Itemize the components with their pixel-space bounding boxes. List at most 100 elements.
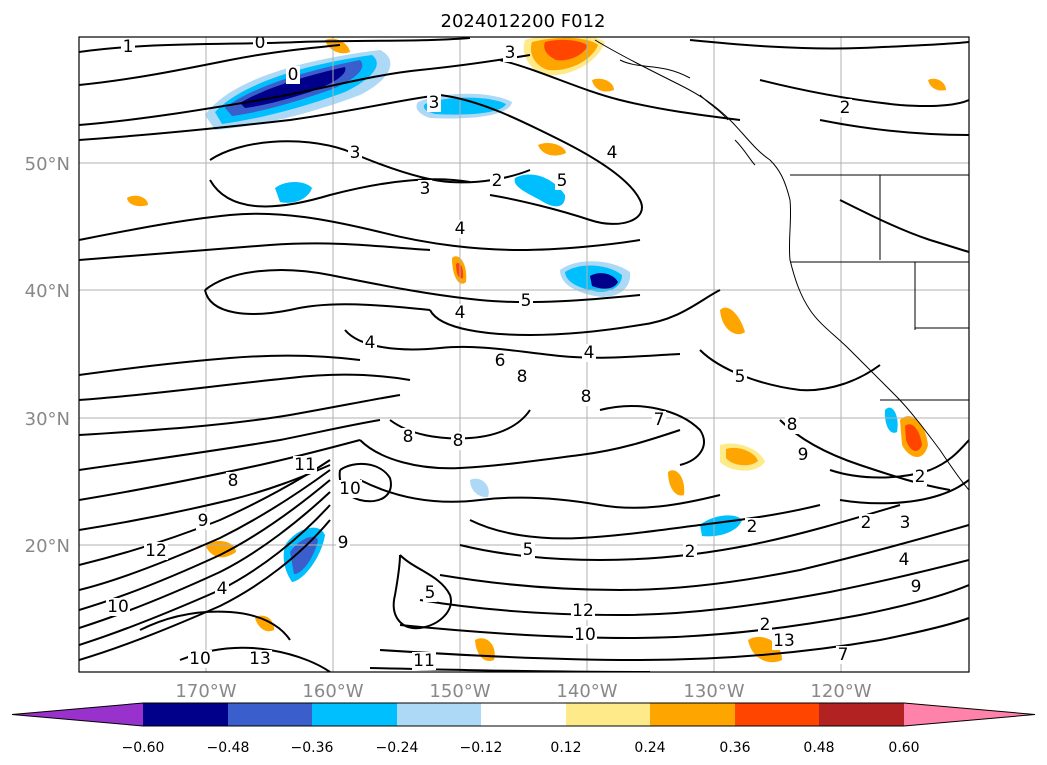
- contour-label: 11: [294, 455, 316, 475]
- contour-label: 10: [574, 625, 596, 645]
- contour-label-knockout: [515, 368, 529, 386]
- contour-label-knockout: [293, 456, 317, 474]
- colorbar-tick-label: 0.36: [719, 740, 750, 756]
- contour-label-knockout: [521, 541, 535, 559]
- contour-label: 9: [338, 533, 349, 553]
- colorbar-swatch: [904, 703, 1035, 726]
- lat-label: 40°N: [25, 281, 70, 302]
- contour-label: 11: [413, 651, 435, 671]
- contour-label-knockout: [427, 94, 441, 112]
- contour-label: 2: [760, 615, 771, 635]
- contour-label: 7: [838, 645, 849, 665]
- contour-label-knockout: [412, 652, 436, 670]
- colorbar-tick-label: 0.60: [888, 740, 919, 756]
- contour-label-knockout: [579, 388, 593, 406]
- contour-label: 3: [900, 513, 911, 533]
- contour-label-knockout: [913, 468, 927, 486]
- colorbar: −0.60 −0.48 −0.36 −0.24 −0.12 0.12 0.24 …: [11, 702, 1036, 756]
- contour-label: 1: [123, 37, 134, 57]
- contour-label: 10: [339, 479, 361, 499]
- contour-label-knockout: [796, 446, 810, 464]
- contour-label: 13: [773, 631, 795, 651]
- colorbar-tick-label: −0.48: [207, 740, 250, 756]
- contour-label: 4: [455, 303, 466, 323]
- contour-label-knockout: [121, 38, 135, 56]
- contour-label-knockout: [605, 144, 619, 162]
- contour-label-knockout: [897, 551, 911, 569]
- contour-label: 12: [572, 601, 594, 621]
- contour-label: 8: [787, 415, 798, 435]
- contour-label-knockout: [838, 99, 852, 117]
- contour-label-knockout: [859, 514, 873, 532]
- contour-label: 6: [495, 351, 506, 371]
- contour-label-knockout: [683, 543, 697, 561]
- contour-label: 8: [581, 387, 592, 407]
- contour-label-knockout: [582, 344, 596, 362]
- lat-label: 30°N: [25, 409, 70, 430]
- contour-label: 2: [685, 542, 696, 562]
- colorbar-tick-label: −0.24: [376, 740, 419, 756]
- coastlines: [594, 39, 969, 491]
- contour-label-knockout: [106, 598, 130, 616]
- contour-label: 4: [365, 333, 376, 353]
- contour-label: 8: [228, 471, 239, 491]
- colorbar-tick-label: −0.60: [122, 740, 165, 756]
- contour-label: 4: [217, 579, 228, 599]
- contour-label-knockout: [226, 472, 240, 490]
- lon-label: 140°W: [556, 681, 617, 702]
- contour-label: 4: [455, 219, 466, 239]
- contour-label-knockout: [490, 172, 504, 190]
- figure-title: 2024012200 F012: [441, 11, 606, 32]
- colorbar-swatch: [228, 703, 312, 726]
- colorbar-outline: [11, 702, 1036, 727]
- colorbar-swatch: [312, 703, 397, 726]
- contour-label: 0: [255, 33, 266, 53]
- contour-label: 3: [505, 43, 516, 63]
- contour-label: 10: [107, 597, 129, 617]
- contour-label-knockout: [188, 650, 212, 668]
- contour-label: 5: [557, 171, 568, 191]
- contour-label-knockout: [652, 411, 666, 429]
- contour-label: 8: [517, 367, 528, 387]
- colorbar-tick-label: 0.48: [803, 740, 834, 756]
- lon-label: 160°W: [302, 681, 363, 702]
- contour-label-knockout: [215, 580, 229, 598]
- lat-axis: 50°N 40°N 30°N 20°N: [25, 154, 70, 557]
- contour-label-knockout: [423, 584, 437, 602]
- contour-label-knockout: [363, 334, 377, 352]
- lon-label: 150°W: [429, 681, 490, 702]
- colorbar-tick-label: 0.24: [634, 740, 665, 756]
- contour-label: 5: [521, 291, 532, 311]
- contour-label: 7: [654, 410, 665, 430]
- contour-label: 5: [735, 367, 746, 387]
- contour-label-knockout: [253, 37, 267, 52]
- lon-axis: 170°W 160°W 150°W 140°W 130°W 120°W: [175, 681, 871, 702]
- contour-label: 13: [249, 649, 271, 669]
- colorbar-swatch: [735, 703, 819, 726]
- contour-label: 2: [915, 467, 926, 487]
- contour-label-knockout: [401, 428, 415, 446]
- contour-label: 8: [403, 427, 414, 447]
- contour-label-knockout: [555, 172, 569, 190]
- lat-label: 50°N: [25, 154, 70, 175]
- contour-label-knockout: [348, 144, 362, 162]
- contour-label: 12: [145, 541, 167, 561]
- colorbar-swatch: [12, 703, 143, 726]
- contour-label: 5: [425, 583, 436, 603]
- contour-label-knockout: [909, 578, 923, 596]
- contour-label: 5: [523, 540, 534, 560]
- contour-label: 9: [911, 577, 922, 597]
- contour-label-knockout: [453, 304, 467, 322]
- colorbar-swatch: [397, 703, 481, 726]
- contour-label: 2: [840, 98, 851, 118]
- contour-label: 8: [453, 431, 464, 451]
- contour-label-knockout: [571, 602, 595, 620]
- contour-label: 4: [899, 550, 910, 570]
- lat-label: 20°N: [25, 536, 70, 557]
- lon-label: 170°W: [175, 681, 236, 702]
- contour-label-knockout: [503, 44, 517, 62]
- contour-label-knockout: [573, 626, 597, 644]
